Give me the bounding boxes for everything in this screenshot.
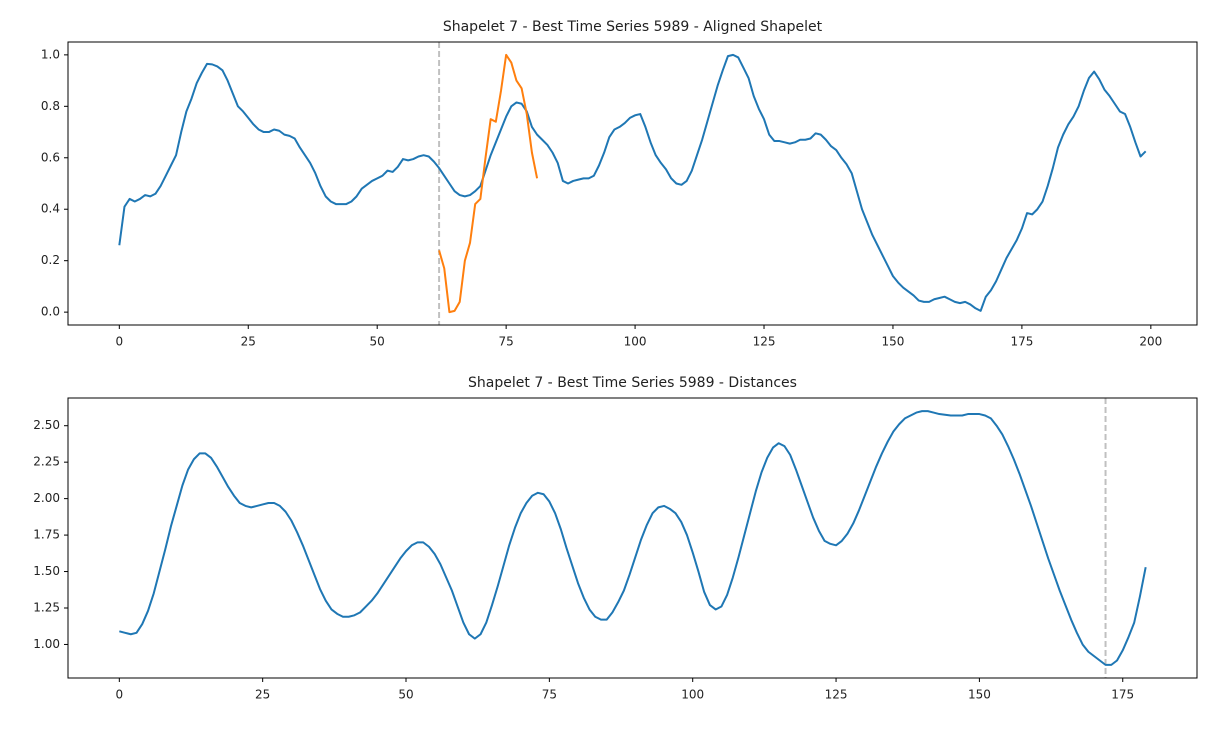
- x-tick-label: 125: [825, 688, 848, 702]
- x-tick-label: 150: [968, 688, 991, 702]
- y-tick-label: 1.25: [33, 601, 60, 615]
- x-tick-label: 75: [498, 335, 513, 349]
- plot-frame: [67, 397, 1198, 679]
- x-tick-label: 100: [624, 335, 647, 349]
- y-tick-label: 2.25: [33, 455, 60, 469]
- x-tick-label: 175: [1010, 335, 1033, 349]
- x-tick-label: 175: [1111, 688, 1134, 702]
- y-tick-label: 0.4: [41, 202, 60, 216]
- x-tick-label: 0: [115, 688, 123, 702]
- y-tick-label: 0.6: [41, 150, 60, 164]
- x-tick-label: 150: [882, 335, 905, 349]
- x-tick-label: 25: [255, 688, 270, 702]
- x-tick-label: 50: [370, 335, 385, 349]
- y-tick-label: 1.0: [41, 47, 60, 61]
- data-line: [118, 53, 1147, 312]
- chart-title: Shapelet 7 - Best Time Series 5989 - Dis…: [468, 375, 797, 391]
- x-tick-label: 200: [1139, 335, 1162, 349]
- y-tick-label: 0.0: [41, 305, 60, 319]
- x-tick-label: 100: [681, 688, 704, 702]
- data-line: [438, 53, 539, 314]
- x-tick-label: 0: [115, 335, 123, 349]
- x-tick-label: 50: [398, 688, 413, 702]
- y-tick-label: 1.50: [33, 564, 60, 578]
- x-tick-label: 125: [753, 335, 776, 349]
- y-tick-label: 0.8: [41, 99, 60, 113]
- data-line: [119, 410, 1147, 666]
- x-tick-label: 25: [241, 335, 256, 349]
- chart-title: Shapelet 7 - Best Time Series 5989 - Ali…: [443, 19, 823, 35]
- y-tick-label: 2.00: [33, 491, 60, 505]
- y-tick-label: 2.50: [33, 418, 60, 432]
- y-tick-label: 1.00: [33, 637, 60, 651]
- x-tick-label: 75: [542, 688, 557, 702]
- y-tick-label: 0.2: [41, 253, 60, 267]
- plot-frame: [67, 41, 1198, 326]
- y-tick-label: 1.75: [33, 528, 60, 542]
